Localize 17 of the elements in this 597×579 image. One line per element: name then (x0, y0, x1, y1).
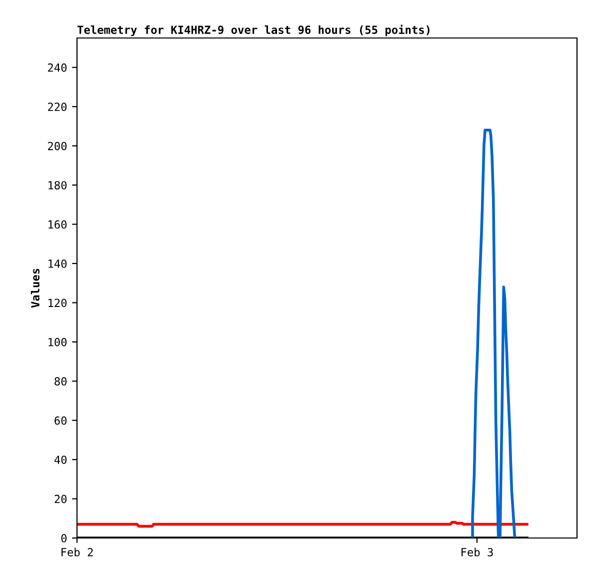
y-tick-label: 60 (54, 416, 67, 425)
y-tick-label: 140 (48, 259, 67, 268)
y-tick-label: 180 (48, 181, 67, 190)
y-tick-label: 160 (48, 220, 67, 229)
y-tick-label: 120 (48, 298, 67, 308)
y-axis-title: Values (30, 268, 40, 308)
y-tick-label: 100 (48, 338, 67, 346)
y-tick-label: 40 (54, 456, 67, 464)
y-tick-label: 80 (54, 377, 67, 386)
x-tick-label: Feb 3 (462, 548, 493, 556)
y-tick-label: 20 (54, 494, 67, 504)
y-tick-label: 240 (48, 63, 67, 72)
chart-title: Telemetry for KI4HRZ-9 over last 96 hours (55 points) (77, 24, 430, 36)
y-tick-label: 0 (61, 534, 67, 542)
y-tick-label: 200 (48, 142, 67, 150)
x-tick-label: Feb 2 (62, 548, 93, 556)
y-tick-label: 220 (48, 102, 67, 112)
